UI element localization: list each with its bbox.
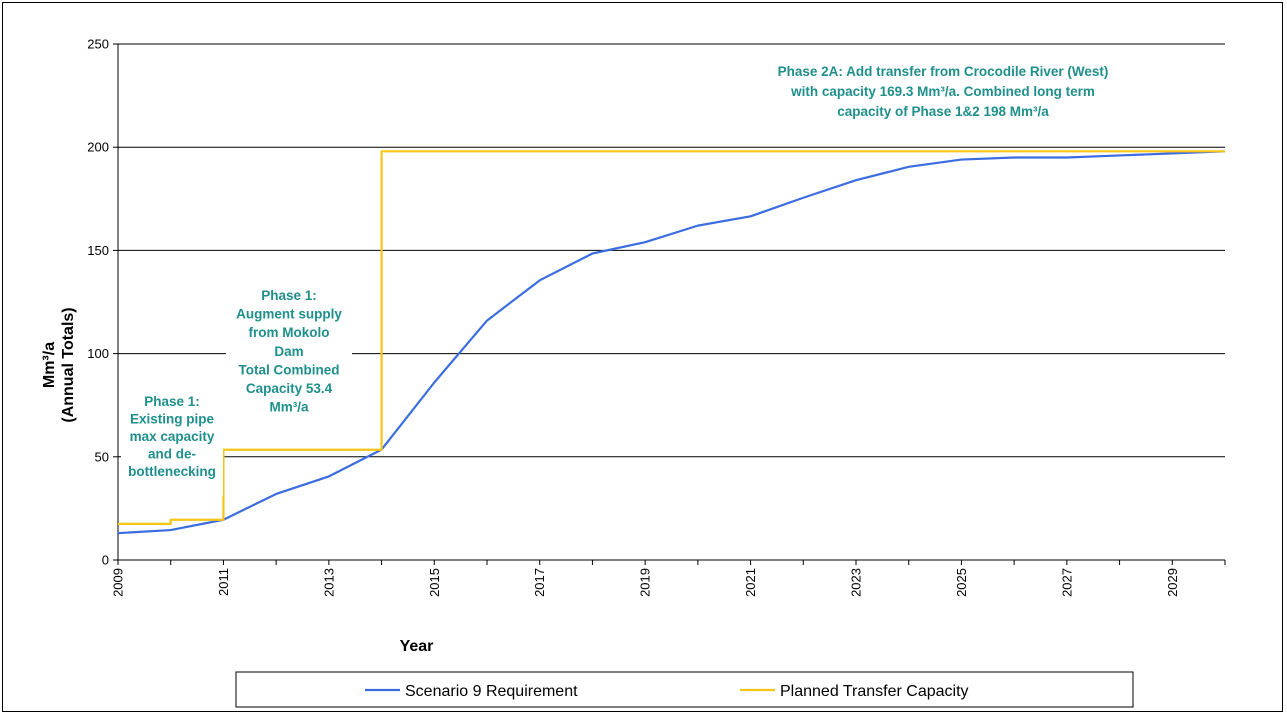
series-lines — [117, 150, 1226, 535]
annotation-line: Existing pipe — [130, 412, 215, 427]
x-tick-label: 2013 — [321, 568, 336, 597]
annotation-line: max capacity — [130, 429, 215, 444]
x-tick-label: 2025 — [954, 568, 969, 597]
annotation-line: Total Combined — [239, 362, 340, 377]
x-tick-label: 2029 — [1165, 568, 1180, 597]
y-tick-label: 100 — [87, 346, 109, 361]
annotation-line: Augment supply — [236, 307, 342, 322]
x-tick-label: 2015 — [427, 568, 442, 597]
annotation-phase1-mokolo: Phase 1: Augment supply from Mokolo Dam Tota… — [226, 283, 352, 432]
x-axis-title: Year — [400, 638, 434, 655]
annotation-line: Dam — [274, 344, 303, 359]
y-axis-title-line: Mm³/a — [41, 342, 58, 388]
y-axis-title-line: (Annual Totals) — [60, 307, 77, 422]
annotation-background — [810, 58, 1076, 122]
annotation-line: Phase 2A: Add transfer from Crocodile Ri… — [778, 64, 1109, 79]
x-tick-label: 2023 — [849, 568, 864, 597]
annotation-phase2a: Phase 2A: Add transfer from Crocodile Ri… — [778, 58, 1109, 122]
legend: Scenario 9 Requirement Planned Transfer C… — [235, 671, 1134, 708]
y-tick-label: 50 — [95, 449, 109, 464]
annotation-line: with capacity 169.3 Mm³/a. Combined long… — [790, 84, 1095, 99]
annotation-line: Phase 1: — [261, 288, 317, 303]
legend-label-1: Scenario 9 Requirement — [405, 683, 578, 700]
y-tick-label: 150 — [87, 243, 109, 258]
x-tick-label: 2019 — [638, 568, 653, 597]
annotation-background — [121, 392, 223, 496]
x-tick-label: 2021 — [743, 568, 758, 597]
x-tick-label: 2017 — [532, 568, 547, 597]
y-tick-label: 0 — [102, 553, 109, 568]
y-tick-labels: 0 50 100 150 200 250 — [87, 37, 109, 568]
annotation-background — [226, 283, 352, 432]
y-tick-label: 200 — [87, 140, 109, 155]
x-tick-label: 2027 — [1059, 568, 1074, 597]
axes — [113, 43, 1226, 565]
legend-label-2: Planned Transfer Capacity — [780, 683, 969, 700]
y-axis-title: Mm³/a (Annual Totals) — [41, 307, 77, 422]
x-tick-label: 2011 — [216, 568, 231, 596]
annotation-line: Phase 1: — [144, 394, 200, 409]
annotation-line: capacity of Phase 1&2 198 Mm³/a — [837, 104, 1049, 119]
x-tick-label: 2009 — [111, 568, 126, 597]
x-tick-labels: 2009 2011 2013 2015 2017 2019 2021 2023 2025 2027… — [111, 568, 1180, 597]
annotation-phase1-existing: Phase 1: Existing pipe max capacity and de-… — [121, 392, 223, 496]
annotation-line: Capacity 53.4 — [246, 381, 333, 396]
series-line-1 — [117, 150, 1226, 535]
annotation-line: and de- — [148, 447, 196, 462]
annotation-line: bottlenecking — [128, 464, 216, 479]
annotation-line: Mm³/a — [269, 400, 308, 415]
annotation-line: from Mokolo — [249, 325, 330, 340]
y-tick-label: 250 — [87, 37, 109, 52]
annotations: Phase 1: Existing pipe max capacity and de-… — [121, 58, 1108, 496]
series-line-2 — [118, 150, 1225, 525]
